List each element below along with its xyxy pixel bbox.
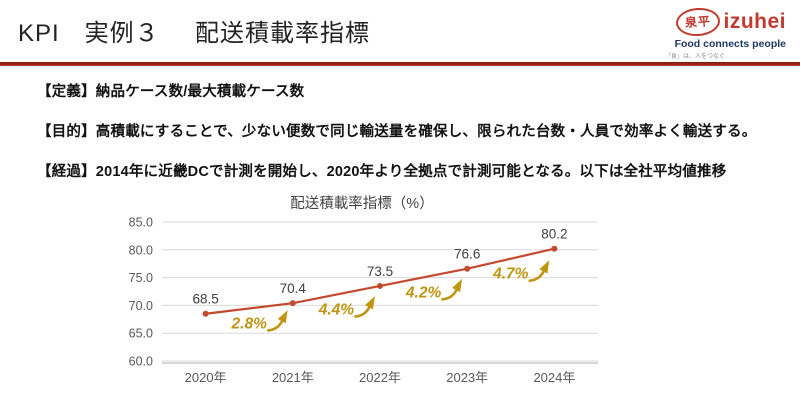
- logo-seal-icon: 泉平: [675, 6, 722, 38]
- data-point: [551, 245, 558, 252]
- value-label: 70.4: [280, 281, 307, 296]
- data-point: [289, 300, 296, 307]
- header: KPI 実例３ 配送積載率指標 泉平 izuhei Food connects …: [0, 0, 800, 62]
- y-tick-label: 60.0: [129, 355, 153, 369]
- load-ratio-chart: 配送積載率指標（%） 85.0 80.0 75.0 70.0 65.0 60.0 2020年 2…: [95, 190, 615, 402]
- growth-arrow-icon: [528, 260, 550, 282]
- logo-slogan: 「食」は、人をつなぐ: [665, 54, 726, 60]
- y-tick-label: 70.0: [129, 299, 153, 313]
- bullet-history: 【経過】2014年に近畿DCで計測を開始し、2020年より全拠点で計測可能となる…: [37, 164, 727, 180]
- x-tick-label: 2022年: [359, 370, 401, 385]
- x-tick-label: 2024年: [533, 370, 575, 385]
- value-label: 68.5: [192, 292, 218, 307]
- data-point: [464, 265, 471, 272]
- growth-arrow-icon: [354, 296, 375, 318]
- growth-annotation: 2.8%: [231, 315, 268, 332]
- x-tick-label: 2020年: [185, 370, 227, 385]
- page-title-kpi: KPI 実例３: [18, 20, 160, 47]
- header-divider: [0, 62, 800, 66]
- chart-canvas: 配送積載率指標（%） 85.0 80.0 75.0 70.0 65.0 60.0 2020年 2…: [129, 195, 598, 385]
- page-title-main: 配送積載率指標: [195, 20, 370, 47]
- value-label: 80.2: [541, 227, 567, 242]
- company-logo: 泉平 izuhei Food connects people 「食」は、人をつな…: [661, 6, 786, 60]
- y-tick-label: 80.0: [129, 243, 153, 257]
- y-tick-label: 65.0: [129, 327, 153, 341]
- growth-annotation: 4.2%: [405, 284, 442, 301]
- growth-annotation: 4.7%: [492, 266, 529, 283]
- x-tick-label: 2023年: [446, 370, 488, 385]
- bullet-purpose: 【目的】高積載にすることで、少ない便数で同じ輸送量を確保し、限られた台数・人員で…: [37, 124, 757, 140]
- growth-arrow-icon: [441, 278, 463, 301]
- value-label: 73.5: [367, 264, 393, 279]
- x-tick-label: 2021年: [272, 370, 314, 385]
- growth-arrow-icon: [266, 310, 288, 332]
- bullet-list: 【定義】納品ケース数/最大積載ケース数 【目的】高積載にすることで、少ない便数で…: [37, 80, 782, 200]
- logo-name: izuhei: [723, 10, 786, 33]
- chart-title: 配送積載率指標（%）: [290, 195, 433, 212]
- data-point: [377, 282, 383, 289]
- value-label: 76.6: [454, 247, 480, 262]
- logo-tagline: Food connects people: [674, 38, 786, 50]
- logo-row: 泉平 izuhei: [661, 6, 786, 38]
- y-tick-label: 75.0: [129, 271, 153, 285]
- y-tick-label: 85.0: [129, 216, 153, 230]
- bullet-definition: 【定義】納品ケース数/最大積載ケース数: [37, 84, 305, 100]
- data-point: [202, 310, 209, 317]
- growth-annotation: 4.4%: [318, 302, 355, 319]
